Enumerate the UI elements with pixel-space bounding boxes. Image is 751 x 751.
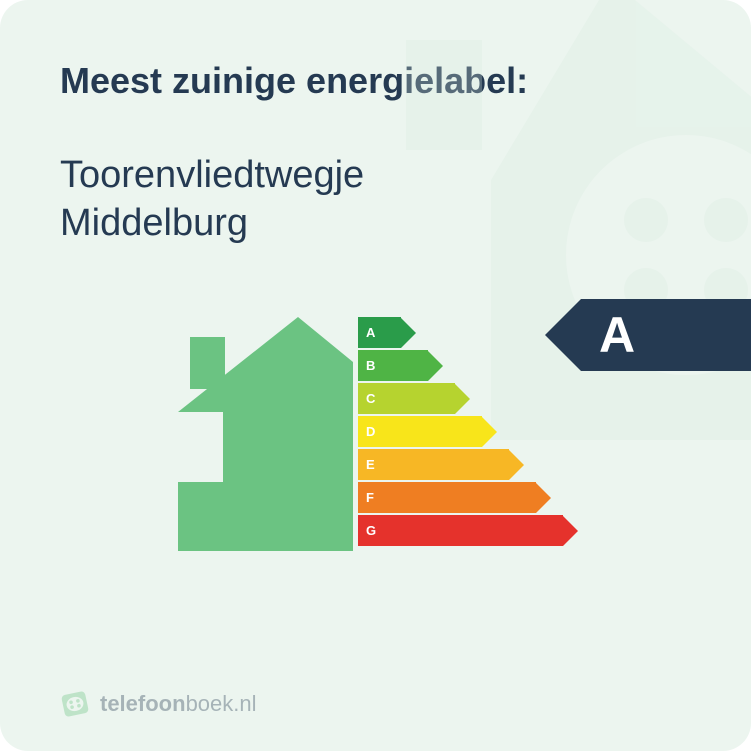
location-street: Toorenvliedtwegje (60, 152, 691, 200)
bar: E (358, 449, 524, 480)
bar-arrow-icon (563, 516, 578, 546)
location-city: Middelburg (60, 200, 691, 248)
result-badge: A (545, 299, 751, 371)
bar-label: D (358, 416, 482, 447)
footer-brand-bold: telefoon (100, 691, 186, 716)
bar-label: F (358, 482, 536, 513)
bar-label: G (358, 515, 563, 546)
bar-arrow-icon (455, 384, 470, 414)
bar-label: B (358, 350, 428, 381)
footer-brand-tld: .nl (233, 691, 256, 716)
page-title: Meest zuinige energielabel: (60, 60, 691, 102)
bar: A (358, 317, 416, 348)
energy-chart: ABCDEFG A (60, 297, 691, 577)
result-grade: A (581, 299, 751, 371)
bar-arrow-icon (482, 417, 497, 447)
energy-bar-d: D (358, 416, 578, 447)
bar-label: C (358, 383, 455, 414)
bar: C (358, 383, 470, 414)
energy-bar-e: E (358, 449, 578, 480)
bar-arrow-icon (509, 450, 524, 480)
energy-bar-f: F (358, 482, 578, 513)
bar-arrow-icon (428, 351, 443, 381)
bar: G (358, 515, 578, 546)
bar: D (358, 416, 497, 447)
energy-bar-g: G (358, 515, 578, 546)
footer-brand-regular: boek (186, 691, 234, 716)
bar-arrow-icon (401, 318, 416, 348)
footer-logo-icon (60, 689, 90, 719)
bar-arrow-icon (536, 483, 551, 513)
energy-bar-c: C (358, 383, 578, 414)
bar-label: A (358, 317, 401, 348)
bar: F (358, 482, 551, 513)
footer-brand: telefoonboek.nl (100, 691, 257, 717)
bar: B (358, 350, 443, 381)
badge-arrow-icon (545, 299, 581, 371)
card: Meest zuinige energielabel: Toorenvliedt… (0, 0, 751, 751)
footer: telefoonboek.nl (60, 689, 257, 719)
location-text: Toorenvliedtwegje Middelburg (60, 152, 691, 247)
bar-label: E (358, 449, 509, 480)
house-icon (178, 317, 353, 552)
